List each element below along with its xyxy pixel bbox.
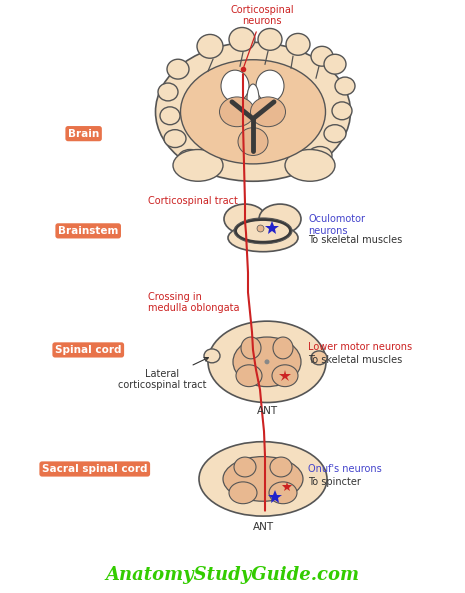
Ellipse shape xyxy=(236,365,262,387)
Text: ANT: ANT xyxy=(252,521,273,531)
Text: Corticospinal
neurons: Corticospinal neurons xyxy=(230,5,294,66)
Ellipse shape xyxy=(204,349,220,363)
Ellipse shape xyxy=(332,102,352,120)
Ellipse shape xyxy=(335,77,355,95)
Text: To skeletal muscles: To skeletal muscles xyxy=(308,235,402,245)
Text: Crossing in
medulla oblongata: Crossing in medulla oblongata xyxy=(148,292,239,313)
Text: Onuf's neurons: Onuf's neurons xyxy=(308,464,382,474)
Ellipse shape xyxy=(233,337,301,387)
Ellipse shape xyxy=(158,83,178,101)
Ellipse shape xyxy=(234,457,256,477)
Ellipse shape xyxy=(259,204,301,234)
Ellipse shape xyxy=(178,149,202,167)
Text: Corticospinal tract: Corticospinal tract xyxy=(148,196,238,206)
Ellipse shape xyxy=(180,60,326,164)
Ellipse shape xyxy=(258,28,282,50)
Ellipse shape xyxy=(247,84,259,114)
Ellipse shape xyxy=(224,204,266,234)
Ellipse shape xyxy=(272,365,298,387)
Ellipse shape xyxy=(273,337,293,359)
Ellipse shape xyxy=(270,457,292,477)
Ellipse shape xyxy=(311,351,327,365)
Ellipse shape xyxy=(286,33,310,55)
Ellipse shape xyxy=(155,42,351,181)
Ellipse shape xyxy=(238,127,268,155)
Ellipse shape xyxy=(251,97,286,127)
Text: To skeletal muscles: To skeletal muscles xyxy=(308,355,402,365)
Text: ANT: ANT xyxy=(256,406,278,416)
Text: Brain: Brain xyxy=(68,129,99,139)
Ellipse shape xyxy=(164,130,186,148)
Text: AnatomyStudyGuide.com: AnatomyStudyGuide.com xyxy=(105,566,359,584)
Circle shape xyxy=(265,359,270,364)
Ellipse shape xyxy=(234,218,292,244)
Ellipse shape xyxy=(197,34,223,58)
Text: Lateral
corticospinal tract: Lateral corticospinal tract xyxy=(118,358,208,390)
Text: Brainstem: Brainstem xyxy=(58,226,119,236)
Ellipse shape xyxy=(219,97,254,127)
Ellipse shape xyxy=(229,27,255,51)
Ellipse shape xyxy=(285,149,335,181)
Ellipse shape xyxy=(229,482,257,503)
Ellipse shape xyxy=(237,221,289,241)
Ellipse shape xyxy=(228,224,298,251)
Ellipse shape xyxy=(199,442,327,516)
Ellipse shape xyxy=(221,70,249,102)
Ellipse shape xyxy=(311,46,333,66)
Text: Lower motor neurons: Lower motor neurons xyxy=(308,342,412,352)
Ellipse shape xyxy=(241,337,261,359)
Ellipse shape xyxy=(173,149,223,181)
Ellipse shape xyxy=(256,70,284,102)
Ellipse shape xyxy=(167,59,189,79)
Text: Spinal cord: Spinal cord xyxy=(55,345,121,355)
Ellipse shape xyxy=(308,146,332,164)
Text: Oculomotor
neurons: Oculomotor neurons xyxy=(308,214,365,235)
Text: To spincter: To spincter xyxy=(308,477,361,487)
Ellipse shape xyxy=(223,457,303,501)
Ellipse shape xyxy=(208,321,326,403)
Ellipse shape xyxy=(324,55,346,74)
Text: Sacral spinal cord: Sacral spinal cord xyxy=(42,464,147,474)
Ellipse shape xyxy=(160,107,180,125)
Ellipse shape xyxy=(324,125,346,142)
Ellipse shape xyxy=(269,482,297,503)
